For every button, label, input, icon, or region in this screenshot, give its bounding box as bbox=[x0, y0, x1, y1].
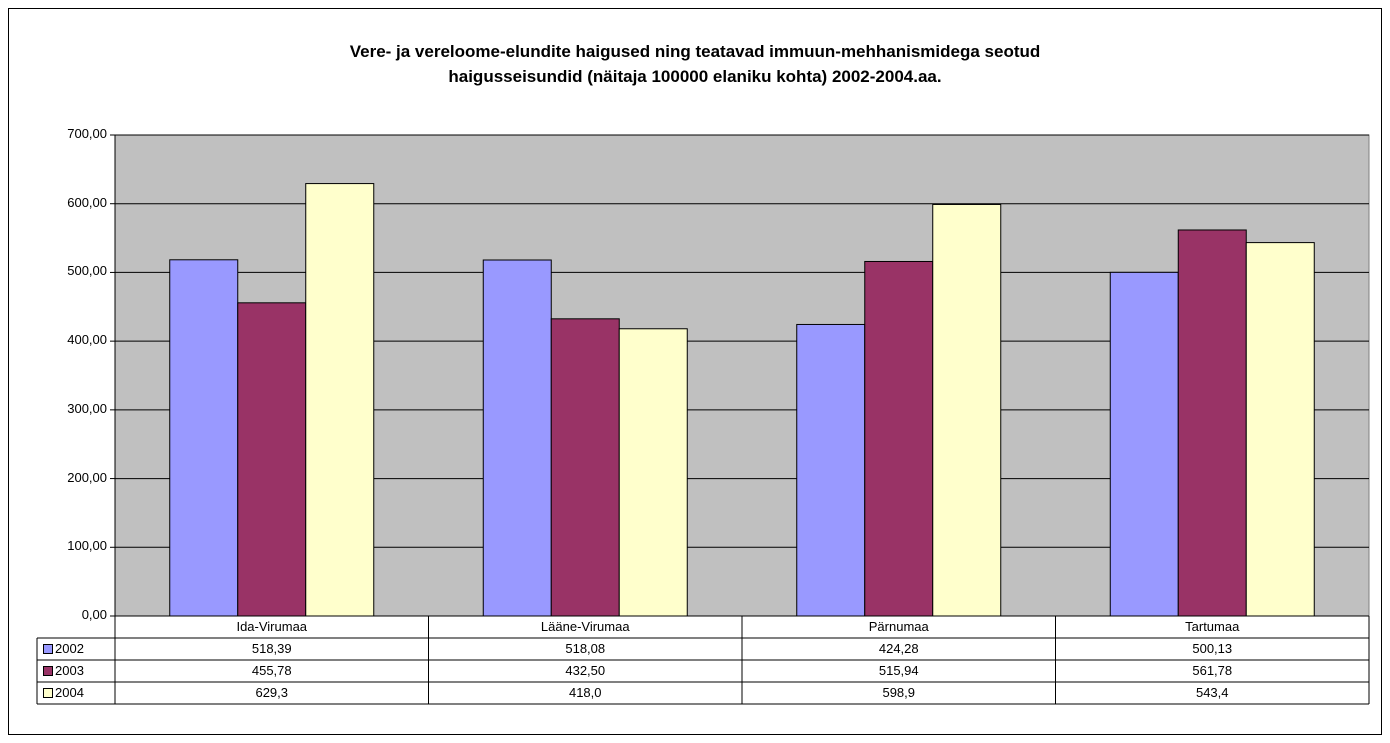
legend-key-swatch bbox=[43, 666, 53, 676]
data-table-value: 598,9 bbox=[882, 685, 916, 700]
data-table-value: 543,4 bbox=[1195, 685, 1229, 700]
y-tick-label: 300,00 bbox=[67, 400, 107, 416]
data-table-value: 515,94 bbox=[878, 663, 919, 678]
legend-label: 2004 bbox=[55, 685, 84, 700]
category-label: Lääne-Virumaa bbox=[540, 619, 630, 634]
bar-2003-2 bbox=[864, 260, 934, 617]
y-tick-label: 400,00 bbox=[67, 332, 107, 348]
bar-2003-3 bbox=[1177, 229, 1247, 617]
bar-2002-0 bbox=[169, 259, 239, 617]
bar-2004-2 bbox=[932, 203, 1002, 617]
bar-2004-0 bbox=[305, 183, 375, 617]
category-label: Ida-Virumaa bbox=[236, 619, 308, 634]
legend-entry: 2002 bbox=[37, 638, 115, 660]
y-tick-label: 700,00 bbox=[67, 126, 107, 141]
data-table-value: 432,50 bbox=[565, 663, 606, 678]
bar-2002-2 bbox=[796, 323, 866, 617]
chart-title-line-1: Vere- ja vereloome-elundite haigused nin… bbox=[349, 42, 1041, 61]
data-table-value: 455,78 bbox=[251, 663, 292, 678]
bar-2003-1 bbox=[550, 318, 620, 617]
data-table-value: 518,08 bbox=[565, 641, 606, 656]
legend-label: 2003 bbox=[55, 663, 84, 678]
legend-key-swatch bbox=[43, 644, 53, 654]
data-table-value: 518,39 bbox=[251, 641, 292, 656]
bar-2004-1 bbox=[618, 328, 688, 617]
data-table-value: 629,3 bbox=[255, 685, 289, 700]
chart-title-line-2: haigusseisundid (näitaja 100000 elaniku … bbox=[448, 67, 942, 86]
bar-2002-1 bbox=[482, 259, 552, 617]
category-label: Tartumaa bbox=[1185, 619, 1240, 634]
legend-entry: 2003 bbox=[37, 660, 115, 682]
data-table-value: 424,28 bbox=[878, 641, 919, 656]
y-tick-label: 600,00 bbox=[67, 194, 107, 210]
y-tick-label: 200,00 bbox=[67, 469, 107, 485]
legend-key-swatch bbox=[43, 688, 53, 698]
legend-label: 2002 bbox=[55, 641, 84, 656]
category-label: Pärnumaa bbox=[868, 619, 929, 634]
data-table-value: 500,13 bbox=[1192, 641, 1233, 656]
legend-entry: 2004 bbox=[37, 682, 115, 704]
data-table-value: 418,0 bbox=[568, 685, 602, 700]
bar-2004-3 bbox=[1245, 242, 1315, 617]
y-tick-label: 500,00 bbox=[67, 263, 107, 279]
bar-2003-0 bbox=[237, 302, 307, 617]
data-table-value: 561,78 bbox=[1192, 663, 1233, 678]
y-tick-label: 0,00 bbox=[81, 607, 107, 622]
y-tick-label: 100,00 bbox=[67, 538, 107, 554]
bar-2002-3 bbox=[1109, 271, 1179, 617]
